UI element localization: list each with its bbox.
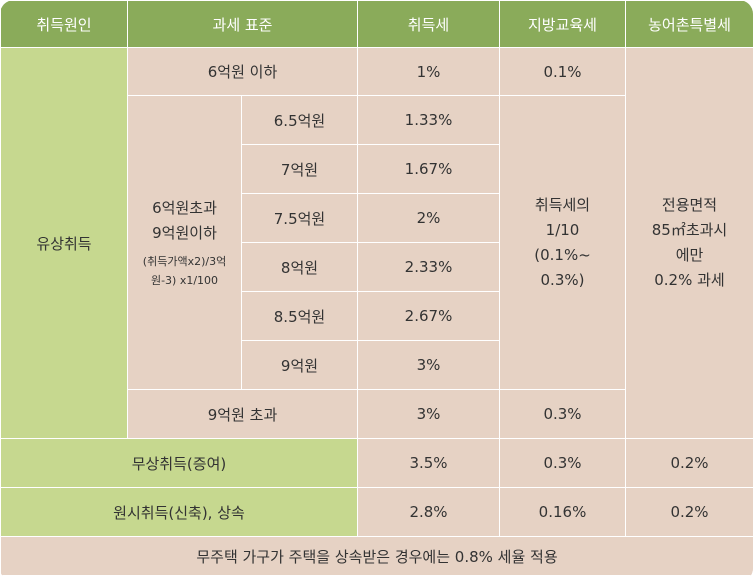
mid-tax-3: 2%: [357, 193, 500, 243]
original-tax: 2.8%: [357, 487, 500, 537]
header-rural-special-tax: 농어촌특별세: [625, 0, 753, 48]
tier3-edu: 0.3%: [499, 389, 626, 439]
rural-line1: 전용면적: [661, 196, 718, 214]
mid-edu-note: 취득세의 1/10 (0.1%~ 0.3%): [499, 95, 626, 390]
tier3-tax: 3%: [357, 389, 500, 439]
table-row: 9억원 초과 3% 0.3%: [1, 389, 753, 439]
rural-line2: 85㎡초과시: [651, 221, 728, 239]
tier3-base: 9억원 초과: [127, 389, 358, 439]
mid-base-5: 8.5억원: [241, 291, 358, 341]
table-row: 6억원초과 9억원이하 (취득가액x2)/3억 원-3) x1/100 6.5억원…: [1, 95, 753, 390]
tier1-edu: 0.1%: [499, 47, 626, 96]
original-rural: 0.2%: [625, 487, 753, 537]
mid-base-4: 8억원: [241, 242, 358, 292]
gift-label: 무상취득(증여): [0, 438, 358, 488]
mid-base-1: 6.5억원: [241, 95, 358, 145]
table-row: 무상취득(증여) 3.5% 0.3% 0.2%: [0, 438, 753, 488]
mid-label-line1: 6억원초과: [152, 198, 217, 217]
mid-formula: (취득가액x2)/3억 원-3) x1/100: [142, 254, 227, 287]
footer-row: 무주택 가구가 주택을 상속받은 경우에는 0.8% 세율 적용: [0, 536, 753, 576]
original-edu: 0.16%: [499, 487, 626, 537]
mid-base-6: 9억원: [241, 340, 358, 390]
header-acquisition-tax: 취득세: [357, 0, 500, 48]
rural-tax-note: 전용면적 85㎡초과시 에만 0.2% 과세: [625, 47, 753, 439]
footer-note: 무주택 가구가 주택을 상속받은 경우에는 0.8% 세율 적용: [0, 536, 753, 576]
mid-tax-1: 1.33%: [357, 95, 500, 145]
table-row: 8.5억원 2.67%: [1, 291, 753, 341]
mid-base-2: 7억원: [241, 144, 358, 194]
tier1-base: 6억원 이하: [127, 47, 358, 96]
mid-base-3: 7.5억원: [241, 193, 358, 243]
table-row: 9억원 3%: [1, 340, 753, 390]
rural-line3: 에만: [675, 246, 704, 264]
mid-label-line2: 9억원이하: [152, 223, 217, 242]
gift-edu: 0.3%: [499, 438, 626, 488]
table-row: 유상취득 6억원 이하 1% 0.1% 전용면적 85㎡초과시 에만 0.2% …: [0, 47, 753, 439]
rural-line4: 0.2% 과세: [654, 271, 725, 289]
header-local-education-tax: 지방교육세: [499, 0, 626, 48]
paid-acquisition-cell: 유상취득: [0, 47, 128, 439]
mid-tax-6: 3%: [357, 340, 500, 390]
gift-tax: 3.5%: [357, 438, 500, 488]
tier1-tax: 1%: [357, 47, 500, 96]
table-row: 7억원 1.67%: [1, 144, 753, 194]
mid-tier-label: 6억원초과 9억원이하 (취득가액x2)/3억 원-3) x1/100: [127, 95, 242, 390]
mid-tax-5: 2.67%: [357, 291, 500, 341]
mid-tax-2: 1.67%: [357, 144, 500, 194]
header-tax-base: 과세 표준: [127, 0, 358, 48]
gift-rural: 0.2%: [625, 438, 753, 488]
header-cause: 취득원인: [0, 0, 128, 48]
original-label: 원시취득(신축), 상속: [0, 487, 358, 537]
table-row: 원시취득(신축), 상속 2.8% 0.16% 0.2%: [0, 487, 753, 537]
table-header-row: 취득원인 과세 표준 취득세 지방교육세 농어촌특별세: [0, 0, 753, 48]
mid-tax-4: 2.33%: [357, 242, 500, 292]
